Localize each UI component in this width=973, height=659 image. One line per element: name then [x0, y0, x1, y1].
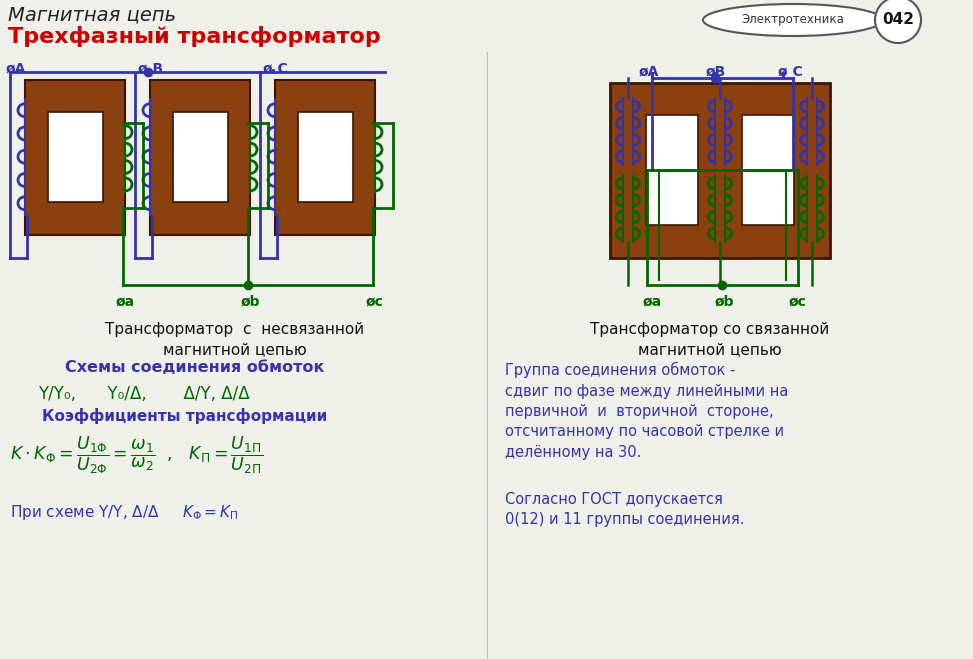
- Bar: [742, 115, 794, 225]
- Text: $K \cdot K_\Phi = \dfrac{U_{1\Phi}}{U_{2\Phi}} = \dfrac{\omega_1}{\omega_2}$  , : $K \cdot K_\Phi = \dfrac{U_{1\Phi}}{U_{2…: [10, 435, 263, 476]
- Text: ø C: ø C: [263, 62, 288, 76]
- Text: øc: øc: [788, 295, 806, 309]
- Text: При схеме Y/Y, Δ/Δ     $K_\Phi = K_\Pi$: При схеме Y/Y, Δ/Δ $K_\Phi = K_\Pi$: [10, 503, 238, 522]
- Text: Трехфазный трансформатор: Трехфазный трансформатор: [8, 26, 380, 47]
- Text: øA: øA: [5, 62, 25, 76]
- Circle shape: [875, 0, 921, 43]
- Text: øB: øB: [705, 65, 725, 79]
- Text: øb: øb: [240, 295, 260, 309]
- Text: Электротехника: Электротехника: [741, 13, 845, 26]
- Bar: [298, 112, 353, 202]
- Ellipse shape: [703, 4, 883, 36]
- Bar: [173, 112, 228, 202]
- Text: Группа соединения обмоток -
сдвиг по фазе между линейными на
первичной  и  втори: Группа соединения обмоток - сдвиг по фаз…: [505, 362, 788, 460]
- Text: Магнитная цепь: Магнитная цепь: [8, 5, 176, 24]
- Bar: [646, 115, 698, 225]
- Text: Трансформатор со связанной
магнитной цепью: Трансформатор со связанной магнитной цеп…: [591, 322, 830, 357]
- Text: øc: øc: [365, 295, 382, 309]
- Text: Трансформатор  с  несвязанной
магнитной цепью: Трансформатор с несвязанной магнитной це…: [105, 322, 365, 357]
- Text: øa: øa: [642, 295, 661, 309]
- Text: Схемы соединения обмоток: Схемы соединения обмоток: [65, 360, 325, 375]
- Text: 042: 042: [882, 13, 914, 28]
- Bar: [150, 80, 250, 235]
- Text: øa: øa: [115, 295, 134, 309]
- Bar: [25, 80, 125, 235]
- Text: ø C: ø C: [778, 65, 803, 79]
- Text: Коэффициенты трансформации: Коэффициенты трансформации: [43, 408, 328, 424]
- Text: Y/Y₀,      Y₀/Δ,       Δ/Y, Δ/Δ: Y/Y₀, Y₀/Δ, Δ/Y, Δ/Δ: [38, 385, 250, 403]
- Text: Согласно ГОСТ допускается
0(12) и 11 группы соединения.: Согласно ГОСТ допускается 0(12) и 11 гру…: [505, 492, 744, 527]
- Bar: [275, 80, 375, 235]
- Text: øb: øb: [714, 295, 734, 309]
- Bar: [610, 83, 830, 258]
- Bar: [48, 112, 103, 202]
- Text: øA: øA: [638, 65, 659, 79]
- Text: ø B: ø B: [138, 62, 163, 76]
